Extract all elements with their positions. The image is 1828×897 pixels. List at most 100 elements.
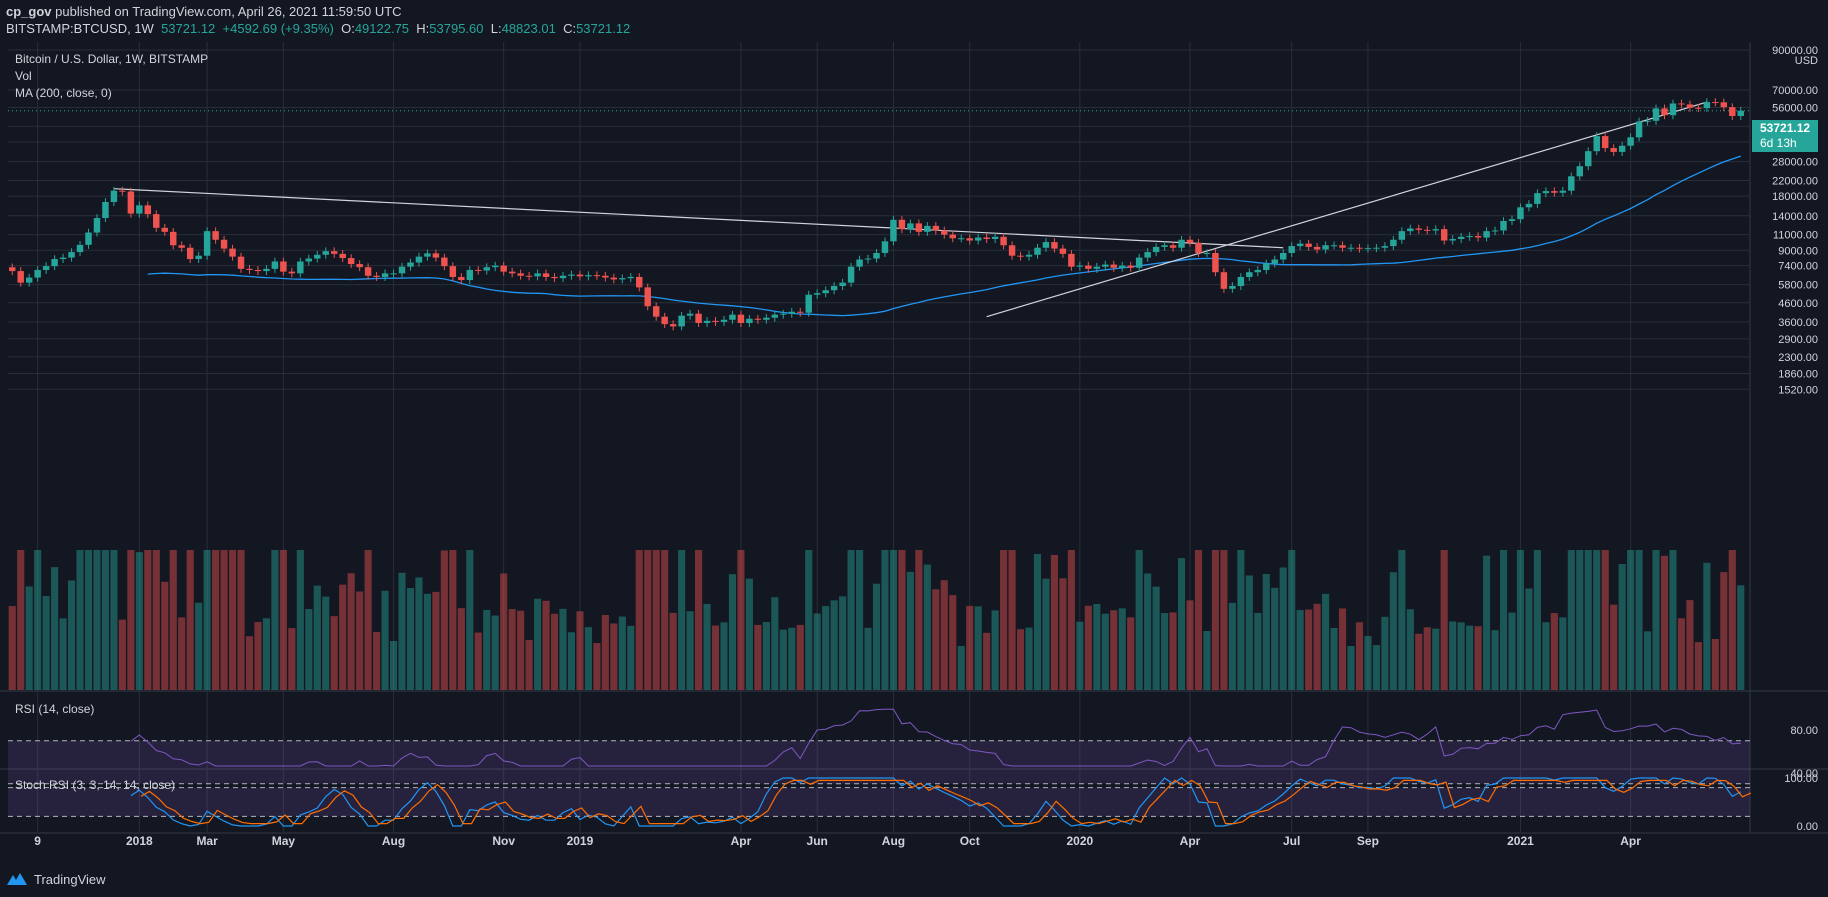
volume-bar xyxy=(178,617,186,690)
price-tick-label: 4600.00 xyxy=(1778,298,1818,310)
volume-bar xyxy=(1398,550,1406,690)
candle-body xyxy=(195,255,202,260)
price-change: +4592.69 (+9.35%) xyxy=(222,21,334,36)
volume-bar xyxy=(8,606,16,690)
volume-bar xyxy=(245,636,254,690)
candle-body xyxy=(1432,229,1439,231)
volume-bar xyxy=(1144,573,1152,690)
brand-name: TradingView xyxy=(34,871,106,887)
volume-bar xyxy=(983,632,991,690)
volume-bar xyxy=(389,641,398,690)
volume-bar xyxy=(1694,642,1702,690)
candle-body xyxy=(449,266,457,277)
candle-body xyxy=(127,191,135,214)
candle-body xyxy=(737,314,745,324)
candle-body xyxy=(17,271,24,283)
candle-body xyxy=(1254,269,1262,273)
candle-body xyxy=(314,254,321,259)
volume-bar xyxy=(51,567,59,690)
candle-body xyxy=(93,218,101,233)
volume-bar xyxy=(889,550,898,690)
volume-bar xyxy=(762,621,770,690)
candle-body xyxy=(678,315,685,327)
candle-body xyxy=(1390,239,1397,247)
candle-body xyxy=(458,276,465,281)
high-value: 53795.60 xyxy=(429,21,484,36)
time-tick-label: Jul xyxy=(1283,834,1300,848)
candle-body xyxy=(347,258,355,265)
volume-bar xyxy=(669,612,677,690)
candle-body xyxy=(1330,245,1338,247)
volume-bar xyxy=(305,609,313,690)
volume-bar xyxy=(991,610,999,690)
candle-body xyxy=(822,290,829,294)
candle-body xyxy=(1686,104,1694,108)
time-tick-label: Oct xyxy=(960,834,980,848)
tradingview-footer[interactable]: TradingView xyxy=(6,868,106,890)
candle-body xyxy=(1135,257,1143,268)
volume-bar xyxy=(364,550,372,690)
price-tick-label: 90000.00 xyxy=(1772,45,1818,57)
volume-bar xyxy=(508,609,516,690)
price-tick-label: 56000.00 xyxy=(1772,102,1818,114)
volume-bar xyxy=(203,550,211,690)
candle-body xyxy=(830,286,838,291)
volume-bar xyxy=(432,591,440,690)
time-tick-label: Nov xyxy=(492,834,515,848)
price-tag-value: 53721.12 xyxy=(1760,121,1811,135)
volume-bar xyxy=(1466,625,1474,690)
candle-body xyxy=(76,244,84,253)
volume-bar xyxy=(101,550,110,690)
candle-body xyxy=(1398,231,1406,240)
volume-bar xyxy=(686,611,694,690)
volume-bar xyxy=(881,550,889,690)
candle-body xyxy=(288,271,296,274)
volume-bar xyxy=(1305,609,1313,690)
candle-body xyxy=(1152,246,1160,253)
candle-body xyxy=(881,241,889,253)
candle-body xyxy=(1601,136,1609,149)
candle-body xyxy=(1203,252,1211,254)
volume-bar xyxy=(550,613,559,690)
price-tick-label: 1520.00 xyxy=(1778,384,1818,396)
candle-body xyxy=(1169,245,1177,248)
publisher-name[interactable]: cp_gov xyxy=(6,4,52,19)
low-value: 48823.01 xyxy=(501,21,556,36)
candle-body xyxy=(441,257,448,267)
candle-body xyxy=(212,231,219,240)
candle-body xyxy=(263,268,270,272)
candle-body xyxy=(754,318,762,320)
volume-bar xyxy=(195,602,203,690)
candle-body xyxy=(1212,252,1219,273)
candle-body xyxy=(915,223,923,232)
candle-body xyxy=(297,261,304,274)
candle-body xyxy=(1051,242,1058,249)
volume-bar xyxy=(1711,638,1719,690)
candle-body xyxy=(1559,190,1567,193)
candle-body xyxy=(475,269,482,271)
candle-body xyxy=(1220,272,1228,289)
price-tick-label: 9000.00 xyxy=(1778,245,1818,257)
volume-bar xyxy=(17,550,25,690)
volume-bar xyxy=(745,578,753,690)
open-label: O: xyxy=(341,21,355,36)
candle-body xyxy=(1720,102,1728,108)
volume-bar xyxy=(652,550,660,690)
candle-body xyxy=(686,313,694,316)
volume-bar xyxy=(398,572,406,690)
volume-bar xyxy=(678,550,686,690)
candle-body xyxy=(161,227,168,232)
volume-bar xyxy=(1584,550,1592,690)
volume-bar xyxy=(1601,550,1609,690)
volume-bar xyxy=(500,573,508,690)
candle-body xyxy=(864,258,872,260)
candle-body xyxy=(797,311,804,313)
candle-body xyxy=(424,253,431,257)
time-tick-label: 9 xyxy=(34,834,41,848)
candle-body xyxy=(873,252,880,259)
candle-body xyxy=(746,318,753,324)
time-tick-label: 2018 xyxy=(126,834,153,848)
price-chart[interactable]: 90000.0070000.0056000.0044000.0036000.00… xyxy=(0,42,1828,868)
candle-body xyxy=(1144,252,1151,258)
volume-bar xyxy=(517,610,525,690)
